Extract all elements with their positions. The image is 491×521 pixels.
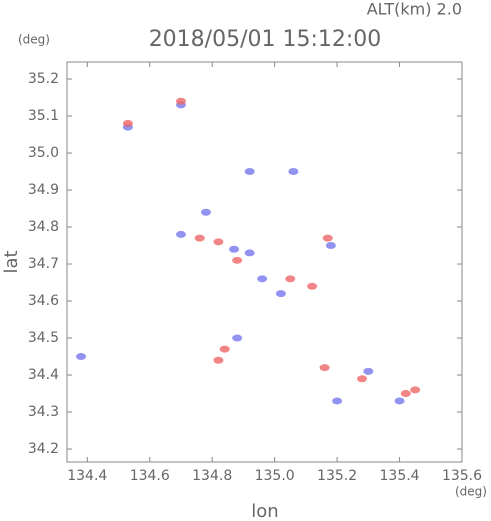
echo-patch	[410, 386, 421, 394]
echo-patch	[194, 234, 205, 242]
echo-patch	[285, 275, 296, 283]
echo-patch	[175, 97, 186, 105]
echo-patch	[363, 367, 374, 375]
y-unit: (deg)	[18, 33, 50, 47]
echo-patch	[232, 334, 243, 342]
echo-patch	[400, 390, 411, 398]
echo-patch	[275, 290, 286, 298]
x-tick-label: 135.4	[380, 468, 420, 484]
y-tick-label: 34.9	[28, 182, 59, 198]
echo-patch	[244, 249, 255, 257]
x-tick-label: 134.4	[67, 468, 107, 484]
echo-patch	[357, 375, 368, 383]
echo-patch	[307, 282, 318, 290]
x-unit: (deg)	[455, 485, 487, 499]
x-tick-label: 135.6	[442, 468, 482, 484]
echo-patch	[76, 353, 87, 361]
y-tick-label: 34.7	[28, 256, 59, 272]
echo-patch	[122, 119, 133, 127]
echo-patch	[219, 345, 230, 353]
chart-title: 2018/05/01 15:12:00	[149, 27, 382, 52]
y-tick-label: 35.2	[28, 71, 59, 87]
y-tick-label: 35.0	[28, 145, 59, 161]
x-axis-label: lon	[251, 501, 278, 521]
echo-patch	[325, 242, 336, 250]
y-tick-label: 35.1	[28, 108, 59, 124]
plot-frame	[66, 61, 463, 463]
echo-patch	[213, 356, 224, 364]
x-tick-label: 135.2	[317, 468, 357, 484]
echo-patch	[288, 168, 299, 176]
x-tick-label: 134.6	[130, 468, 170, 484]
echo-patch	[244, 168, 255, 176]
echo-patch	[232, 256, 243, 264]
y-tick-label: 34.8	[28, 219, 59, 235]
echo-patch	[229, 245, 240, 253]
echo-patch	[322, 234, 333, 242]
echo-patch	[213, 238, 224, 246]
y-tick-label: 34.3	[28, 404, 59, 420]
altitude: ALT(km) 2.0	[367, 0, 462, 19]
x-tick-label: 135.0	[255, 468, 295, 484]
echo-patch	[175, 230, 186, 238]
echo-patch	[200, 208, 211, 216]
x-tick-label: 134.8	[192, 468, 232, 484]
echo-patch	[257, 275, 268, 283]
echo-patch	[332, 397, 343, 405]
echo-patch	[319, 364, 330, 372]
y-tick-label: 34.2	[28, 441, 59, 457]
y-axis-label: lat	[1, 250, 22, 273]
y-tick-label: 34.6	[28, 293, 59, 309]
echo-patch	[394, 397, 405, 405]
y-tick-label: 34.5	[28, 330, 59, 346]
y-tick-label: 34.4	[28, 367, 59, 383]
